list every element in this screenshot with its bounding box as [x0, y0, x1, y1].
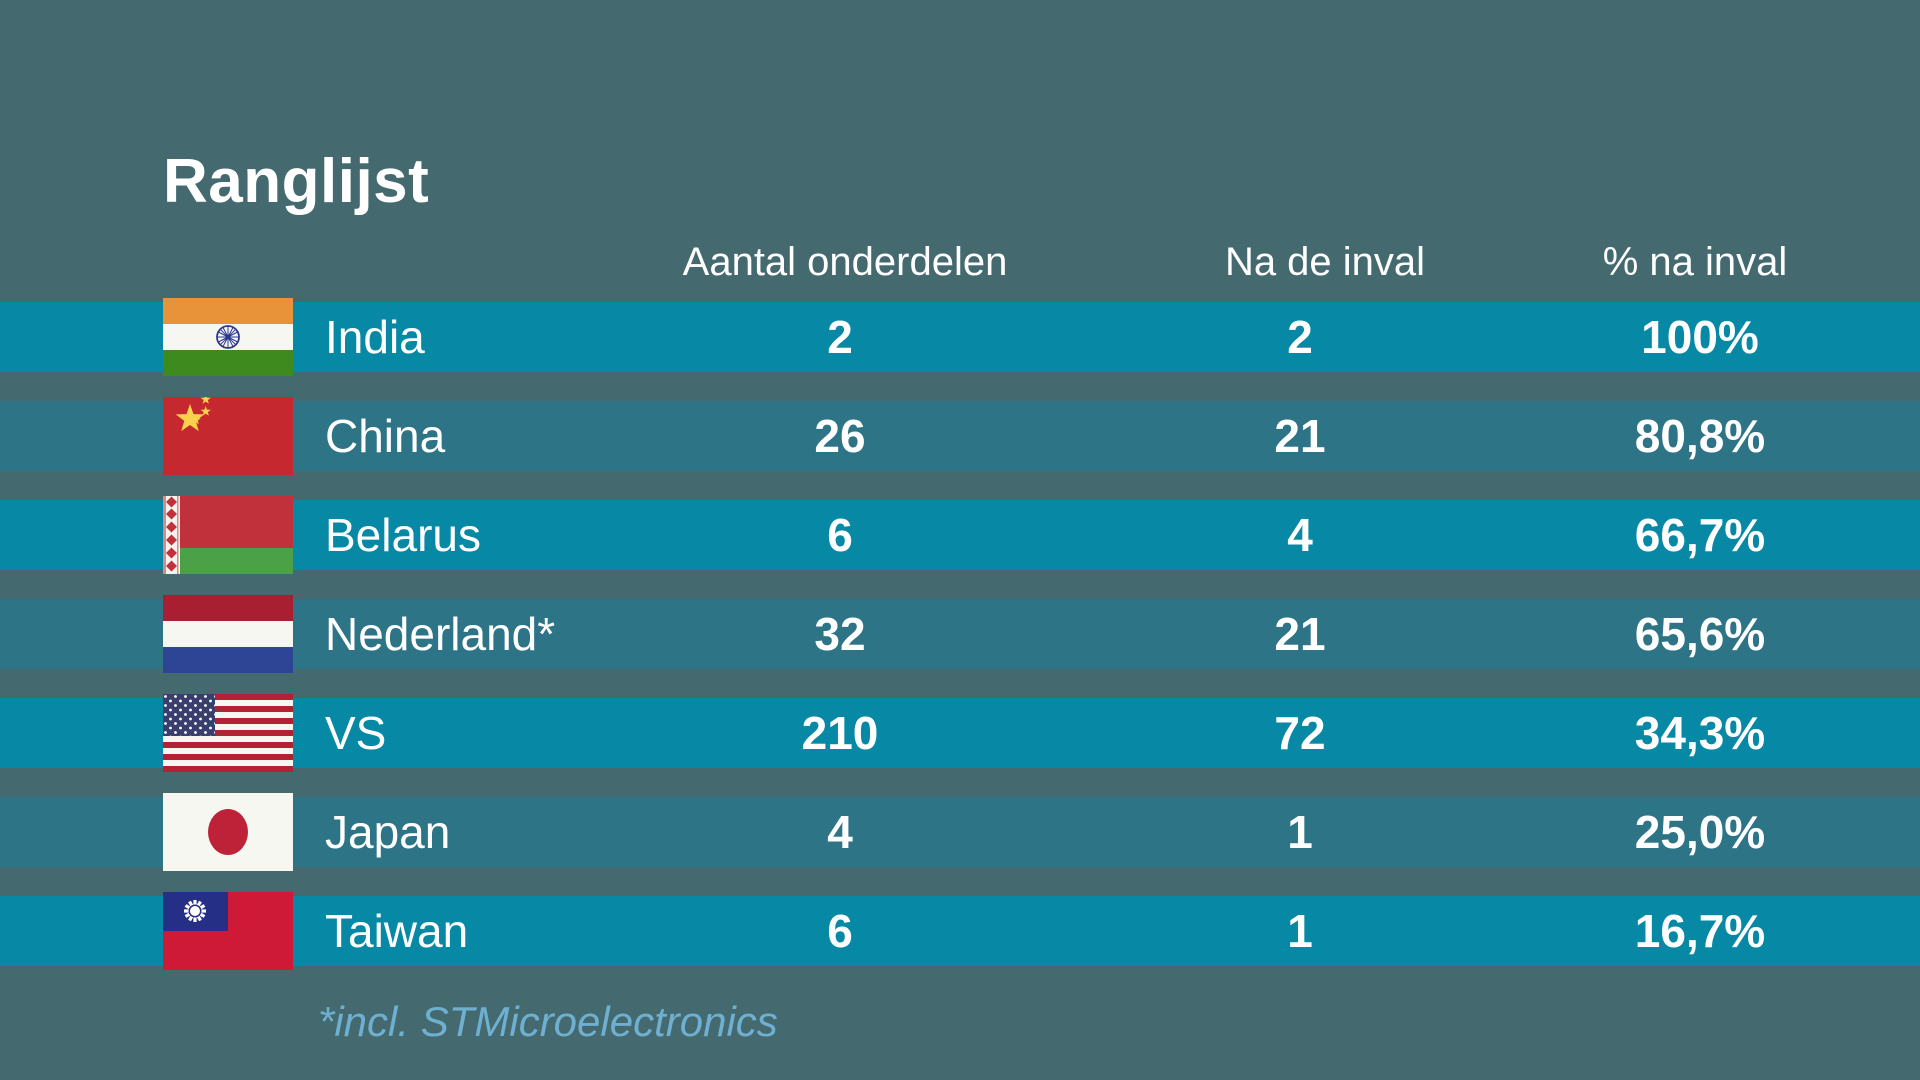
us-flag-icon [163, 694, 293, 772]
column-header-pct-na-inval: % na inval [1602, 240, 1788, 284]
aantal-onderdelen-value: 26 [814, 410, 866, 462]
aantal-onderdelen-value: 4 [827, 806, 853, 858]
table-row: China 26 21 80,8% [0, 397, 1920, 475]
country-label: Japan [325, 806, 451, 858]
china-flag-icon [163, 397, 293, 475]
aantal-onderdelen-value: 6 [827, 509, 853, 561]
pct-na-inval-value: 80,8% [1634, 410, 1766, 462]
country-label: Nederland* [325, 608, 556, 660]
table-row: Taiwan 6 1 16,7% [0, 892, 1920, 970]
na-de-inval-value: 72 [1274, 707, 1326, 759]
column-header-na-de-inval: Na de inval [1224, 240, 1426, 284]
country-label: Taiwan [325, 905, 469, 957]
aantal-onderdelen-value: 6 [827, 905, 853, 957]
netherlands-flag-icon [163, 595, 293, 673]
na-de-inval-value: 1 [1287, 806, 1313, 858]
pct-na-inval-value: 16,7% [1634, 905, 1766, 957]
column-header-aantal-onderdelen: Aantal onderdelen [682, 240, 1008, 284]
belarus-flag-icon [163, 496, 293, 574]
pct-na-inval-value: 25,0% [1634, 806, 1766, 858]
pct-na-inval-value: 34,3% [1634, 707, 1766, 759]
country-label: China [325, 410, 446, 462]
country-label: India [325, 311, 425, 363]
taiwan-flag-icon [163, 892, 293, 970]
pct-na-inval-value: 65,6% [1634, 608, 1766, 660]
na-de-inval-value: 4 [1287, 509, 1313, 561]
pct-na-inval-value: 100% [1641, 311, 1759, 363]
table-row: Japan 4 1 25,0% [0, 793, 1920, 871]
pct-na-inval-value: 66,7% [1634, 509, 1766, 561]
aantal-onderdelen-value: 210 [801, 707, 879, 759]
country-label: Belarus [325, 509, 481, 561]
na-de-inval-value: 21 [1274, 410, 1326, 462]
table-row: Nederland* 32 21 65,6% [0, 595, 1920, 673]
country-label: VS [325, 707, 387, 759]
table-row: Belarus 6 4 66,7% [0, 496, 1920, 574]
india-flag-icon [163, 298, 293, 376]
footnote: *incl. STMicroelectronics [318, 998, 778, 1045]
aantal-onderdelen-value: 2 [827, 311, 853, 363]
na-de-inval-value: 2 [1287, 311, 1313, 363]
page-title: Ranglijst [163, 147, 430, 216]
na-de-inval-value: 21 [1274, 608, 1326, 660]
table-row: India 2 2 100% [0, 298, 1920, 376]
na-de-inval-value: 1 [1287, 905, 1313, 957]
aantal-onderdelen-value: 32 [814, 608, 866, 660]
japan-flag-icon [163, 793, 293, 871]
table-row: VS 210 72 34,3% [0, 694, 1920, 772]
